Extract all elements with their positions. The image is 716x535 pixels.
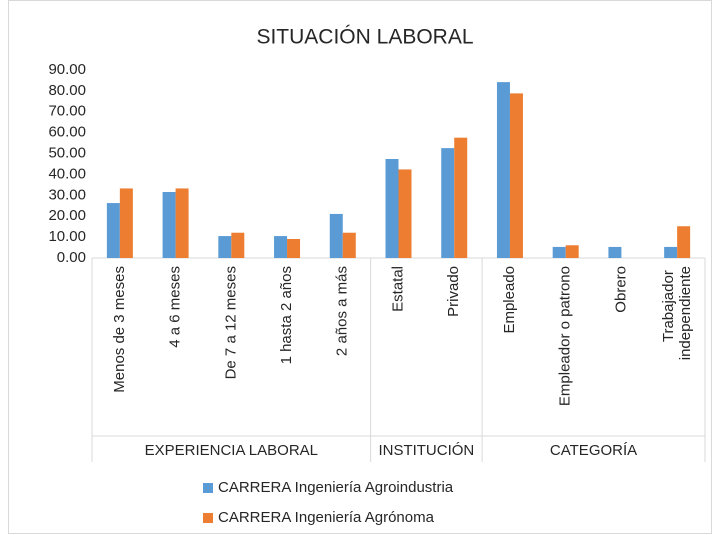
x-tick-label: Trabajador independiente: [660, 266, 694, 360]
bar: [119, 188, 133, 258]
legend-label: CARRERA Ingeniería Agrónoma: [218, 509, 435, 526]
bar: [385, 158, 399, 258]
chart-title: SITUACIÓN LABORAL: [256, 26, 473, 49]
x-tick-label-line: independiente: [677, 266, 694, 360]
group-label: EXPERIENCIA LABORAL: [145, 442, 318, 459]
x-tick-label: Menos de 3 meses: [111, 266, 128, 393]
bar: [496, 82, 510, 258]
x-tick-label: Obrero: [612, 266, 629, 313]
x-tick-label: 4 a 6 meses: [167, 266, 184, 348]
bar: [274, 236, 288, 258]
bar: [175, 188, 189, 258]
x-tick-label-line: Trabajador: [660, 266, 677, 342]
x-tick-label: De 7 a 12 meses: [222, 266, 239, 379]
bar: [329, 213, 343, 258]
bar: [664, 246, 678, 258]
group-label: INSTITUCIÓN: [378, 442, 474, 459]
chart-border: [8, 0, 712, 534]
x-tick-label: Privado: [445, 266, 462, 317]
x-tick-label: 1 hasta 2 años: [278, 266, 295, 364]
bar: [677, 226, 691, 258]
legend-swatch: [203, 483, 213, 493]
y-tick-label: 0.00: [57, 249, 86, 266]
y-tick-label: 10.00: [48, 228, 86, 245]
bar: [454, 137, 468, 258]
y-tick-label: 20.00: [48, 207, 86, 224]
bar: [565, 245, 579, 258]
y-tick-label: 60.00: [48, 124, 86, 141]
bar: [231, 232, 245, 258]
x-tick-label: Estatal: [389, 266, 406, 312]
x-tick-label: Empleado: [501, 266, 518, 334]
legend-swatch: [203, 513, 213, 523]
x-tick-label: Empleador o patrono: [557, 266, 574, 406]
bar: [162, 191, 176, 258]
bar: [287, 238, 301, 258]
bar: [552, 246, 566, 258]
bar: [608, 246, 622, 258]
bar: [342, 232, 356, 258]
y-tick-label: 40.00: [48, 165, 86, 182]
legend-label: CARRERA Ingeniería Agroindustria: [218, 479, 454, 496]
bar: [218, 236, 232, 258]
y-tick-label: 80.00: [48, 82, 86, 99]
y-tick-label: 70.00: [48, 103, 86, 120]
y-tick-label: 90.00: [48, 61, 86, 78]
y-tick-label: 50.00: [48, 145, 86, 162]
x-tick-label: 2 años a más: [334, 266, 351, 356]
bar: [509, 93, 523, 258]
bar: [106, 203, 120, 258]
y-tick-label: 30.00: [48, 186, 86, 203]
group-label: CATEGORÍA: [550, 442, 637, 459]
bar: [441, 148, 455, 258]
bar: [398, 169, 412, 258]
